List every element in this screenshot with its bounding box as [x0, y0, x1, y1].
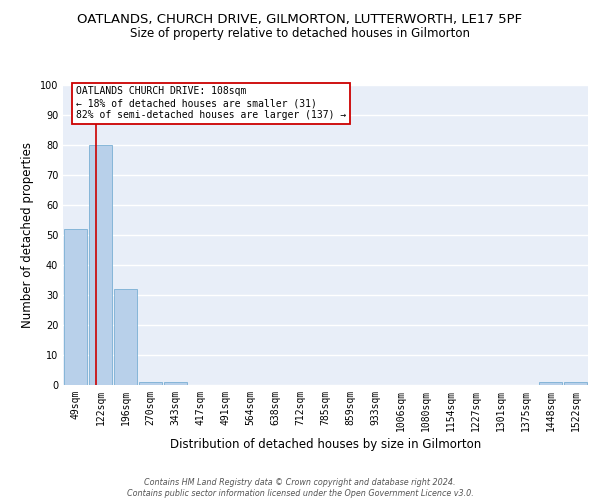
X-axis label: Distribution of detached houses by size in Gilmorton: Distribution of detached houses by size …	[170, 438, 481, 451]
Y-axis label: Number of detached properties: Number of detached properties	[21, 142, 34, 328]
Bar	[114, 289, 137, 385]
Text: Contains HM Land Registry data © Crown copyright and database right 2024.
Contai: Contains HM Land Registry data © Crown c…	[127, 478, 473, 498]
Text: OATLANDS CHURCH DRIVE: 108sqm
← 18% of detached houses are smaller (31)
82% of s: OATLANDS CHURCH DRIVE: 108sqm ← 18% of d…	[76, 86, 347, 120]
Bar	[89, 145, 112, 385]
Bar	[64, 229, 87, 385]
Text: OATLANDS, CHURCH DRIVE, GILMORTON, LUTTERWORTH, LE17 5PF: OATLANDS, CHURCH DRIVE, GILMORTON, LUTTE…	[77, 12, 523, 26]
Bar	[539, 382, 562, 385]
Bar	[164, 382, 187, 385]
Text: Size of property relative to detached houses in Gilmorton: Size of property relative to detached ho…	[130, 28, 470, 40]
Bar	[564, 382, 587, 385]
Bar	[139, 382, 162, 385]
